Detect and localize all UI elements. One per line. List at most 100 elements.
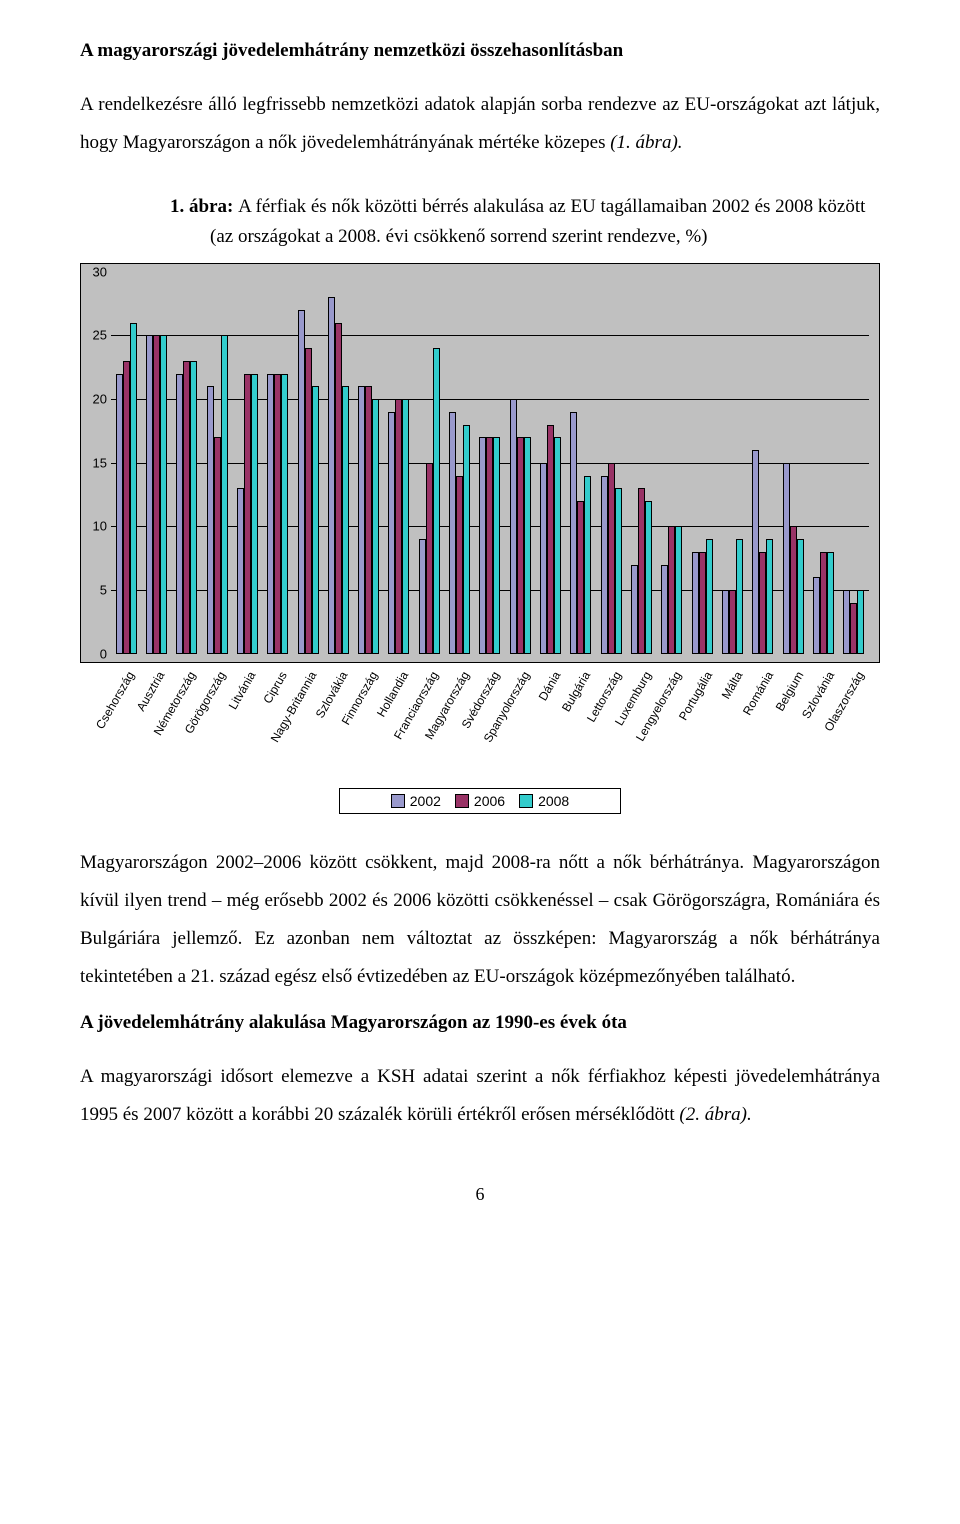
- y-tick-label: 25: [83, 328, 107, 343]
- figure-1-caption-rest: A férfiak és nők közötti bérrés alakulás…: [210, 196, 865, 247]
- plot-area: 051015202530: [111, 272, 869, 654]
- bar: [365, 386, 372, 653]
- legend-label: 2008: [538, 793, 569, 809]
- bar: [827, 552, 834, 654]
- bar-group: [414, 272, 444, 654]
- bar: [570, 412, 577, 654]
- bar: [577, 501, 584, 654]
- bar-group: [323, 272, 353, 654]
- x-label-slot: Málta: [718, 663, 748, 778]
- x-label-slot: Portugália: [688, 663, 718, 778]
- bar: [790, 526, 797, 653]
- bar: [305, 348, 312, 654]
- bar: [766, 539, 773, 654]
- y-tick-label: 5: [83, 583, 107, 598]
- paragraph-1-text: A rendelkezésre álló legfrissebb nemzetk…: [80, 94, 880, 153]
- bar: [736, 539, 743, 654]
- figure-1-caption: 1. ábra: A férfiak és nők közötti bérrés…: [170, 192, 880, 253]
- bar-group: [626, 272, 656, 654]
- bar-group: [293, 272, 323, 654]
- legend-swatch: [391, 794, 405, 808]
- bar: [251, 374, 258, 654]
- legend-item: 2006: [455, 793, 505, 809]
- bar-group: [748, 272, 778, 654]
- bar-group: [141, 272, 171, 654]
- bar: [116, 374, 123, 654]
- bar: [214, 437, 221, 653]
- bar: [449, 412, 456, 654]
- bar: [237, 488, 244, 654]
- chart-1: 051015202530 CsehországAusztriaNémetorsz…: [80, 263, 880, 814]
- bar-group: [354, 272, 384, 654]
- bar: [183, 361, 190, 654]
- x-label-slot: Litvánia: [232, 663, 262, 778]
- page-number: 6: [80, 1184, 880, 1205]
- bar-group: [657, 272, 687, 654]
- chart-legend: 200220062008: [339, 788, 621, 814]
- bar: [207, 386, 214, 653]
- bar: [486, 437, 493, 653]
- bar: [608, 463, 615, 654]
- legend-label: 2006: [474, 793, 505, 809]
- bar: [479, 437, 486, 653]
- bar-group: [232, 272, 262, 654]
- heading-1: A magyarországi jövedelemhátrány nemzetk…: [80, 40, 880, 62]
- x-label-slot: Spanyolország: [505, 663, 535, 778]
- bar: [638, 488, 645, 654]
- bar: [281, 374, 288, 654]
- x-label-slot: Nagy-Britannia: [292, 663, 322, 778]
- bar-group: [202, 272, 232, 654]
- bar: [759, 552, 766, 654]
- bar-group: [111, 272, 141, 654]
- bar: [554, 437, 561, 653]
- bar: [493, 437, 500, 653]
- bar: [675, 526, 682, 653]
- bar: [123, 361, 130, 654]
- bar: [668, 526, 675, 653]
- bar: [328, 297, 335, 654]
- x-tick-label: Dánia: [535, 669, 563, 703]
- bar: [176, 374, 183, 654]
- bar: [342, 386, 349, 653]
- bar-group: [535, 272, 565, 654]
- bar: [699, 552, 706, 654]
- paragraph-1-figref: (1. ábra).: [610, 132, 682, 153]
- bar: [419, 539, 426, 654]
- legend-item: 2008: [519, 793, 569, 809]
- x-label-slot: Finnország: [353, 663, 383, 778]
- x-tick-label: Ciprus: [260, 669, 289, 706]
- heading-2: A jövedelemhátrány alakulása Magyarorszá…: [80, 1012, 880, 1034]
- bar: [645, 501, 652, 654]
- bar-group: [475, 272, 505, 654]
- bar: [547, 425, 554, 654]
- bar-group: [444, 272, 474, 654]
- bar: [190, 361, 197, 654]
- bar: [130, 323, 137, 654]
- bar: [584, 476, 591, 654]
- bar: [395, 399, 402, 654]
- bar-group: [717, 272, 747, 654]
- bar: [372, 399, 379, 654]
- y-tick-label: 15: [83, 455, 107, 470]
- bar: [244, 374, 251, 654]
- bar-group: [778, 272, 808, 654]
- bar: [661, 565, 668, 654]
- y-tick-label: 30: [83, 264, 107, 279]
- bar: [524, 437, 531, 653]
- legend-swatch: [455, 794, 469, 808]
- bar: [426, 463, 433, 654]
- bar: [601, 476, 608, 654]
- bar-group: [505, 272, 535, 654]
- x-label-slot: Dánia: [536, 663, 566, 778]
- bar-group: [687, 272, 717, 654]
- bar: [706, 539, 713, 654]
- figure-1-caption-lead: 1. ábra:: [170, 196, 238, 217]
- bar: [153, 335, 160, 653]
- bar: [335, 323, 342, 654]
- x-tick-label: Csehország: [93, 669, 137, 731]
- chart-x-labels: CsehországAusztriaNémetországGörögország…: [80, 663, 880, 778]
- bar-group: [263, 272, 293, 654]
- bar: [517, 437, 524, 653]
- bar: [160, 335, 167, 653]
- x-tick-label: Litvánia: [226, 669, 259, 712]
